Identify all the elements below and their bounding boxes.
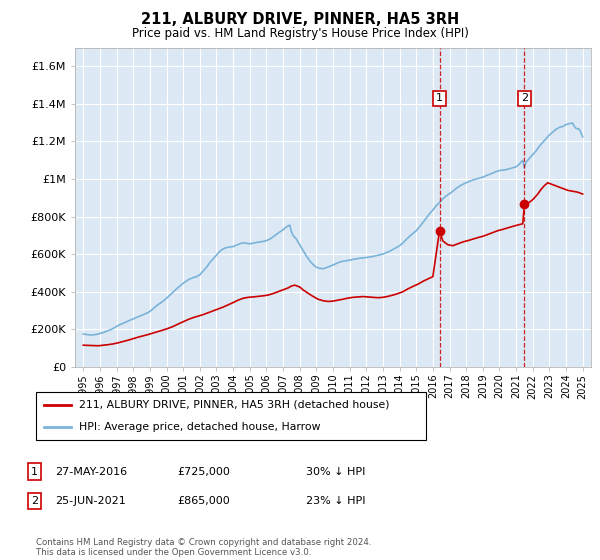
- Text: 211, ALBURY DRIVE, PINNER, HA5 3RH (detached house): 211, ALBURY DRIVE, PINNER, HA5 3RH (deta…: [79, 400, 389, 410]
- Text: 30% ↓ HPI: 30% ↓ HPI: [306, 466, 365, 477]
- Text: 1: 1: [31, 466, 38, 477]
- Text: 27-MAY-2016: 27-MAY-2016: [55, 466, 127, 477]
- Text: Contains HM Land Registry data © Crown copyright and database right 2024.
This d: Contains HM Land Registry data © Crown c…: [36, 538, 371, 557]
- Text: £725,000: £725,000: [177, 466, 230, 477]
- Text: 1: 1: [436, 94, 443, 103]
- Text: 2: 2: [521, 94, 528, 103]
- Text: 211, ALBURY DRIVE, PINNER, HA5 3RH: 211, ALBURY DRIVE, PINNER, HA5 3RH: [141, 12, 459, 27]
- Text: 2: 2: [31, 496, 38, 506]
- Text: 25-JUN-2021: 25-JUN-2021: [55, 496, 126, 506]
- Text: Price paid vs. HM Land Registry's House Price Index (HPI): Price paid vs. HM Land Registry's House …: [131, 27, 469, 40]
- Text: HPI: Average price, detached house, Harrow: HPI: Average price, detached house, Harr…: [79, 422, 320, 432]
- Text: £865,000: £865,000: [177, 496, 230, 506]
- Text: 23% ↓ HPI: 23% ↓ HPI: [306, 496, 365, 506]
